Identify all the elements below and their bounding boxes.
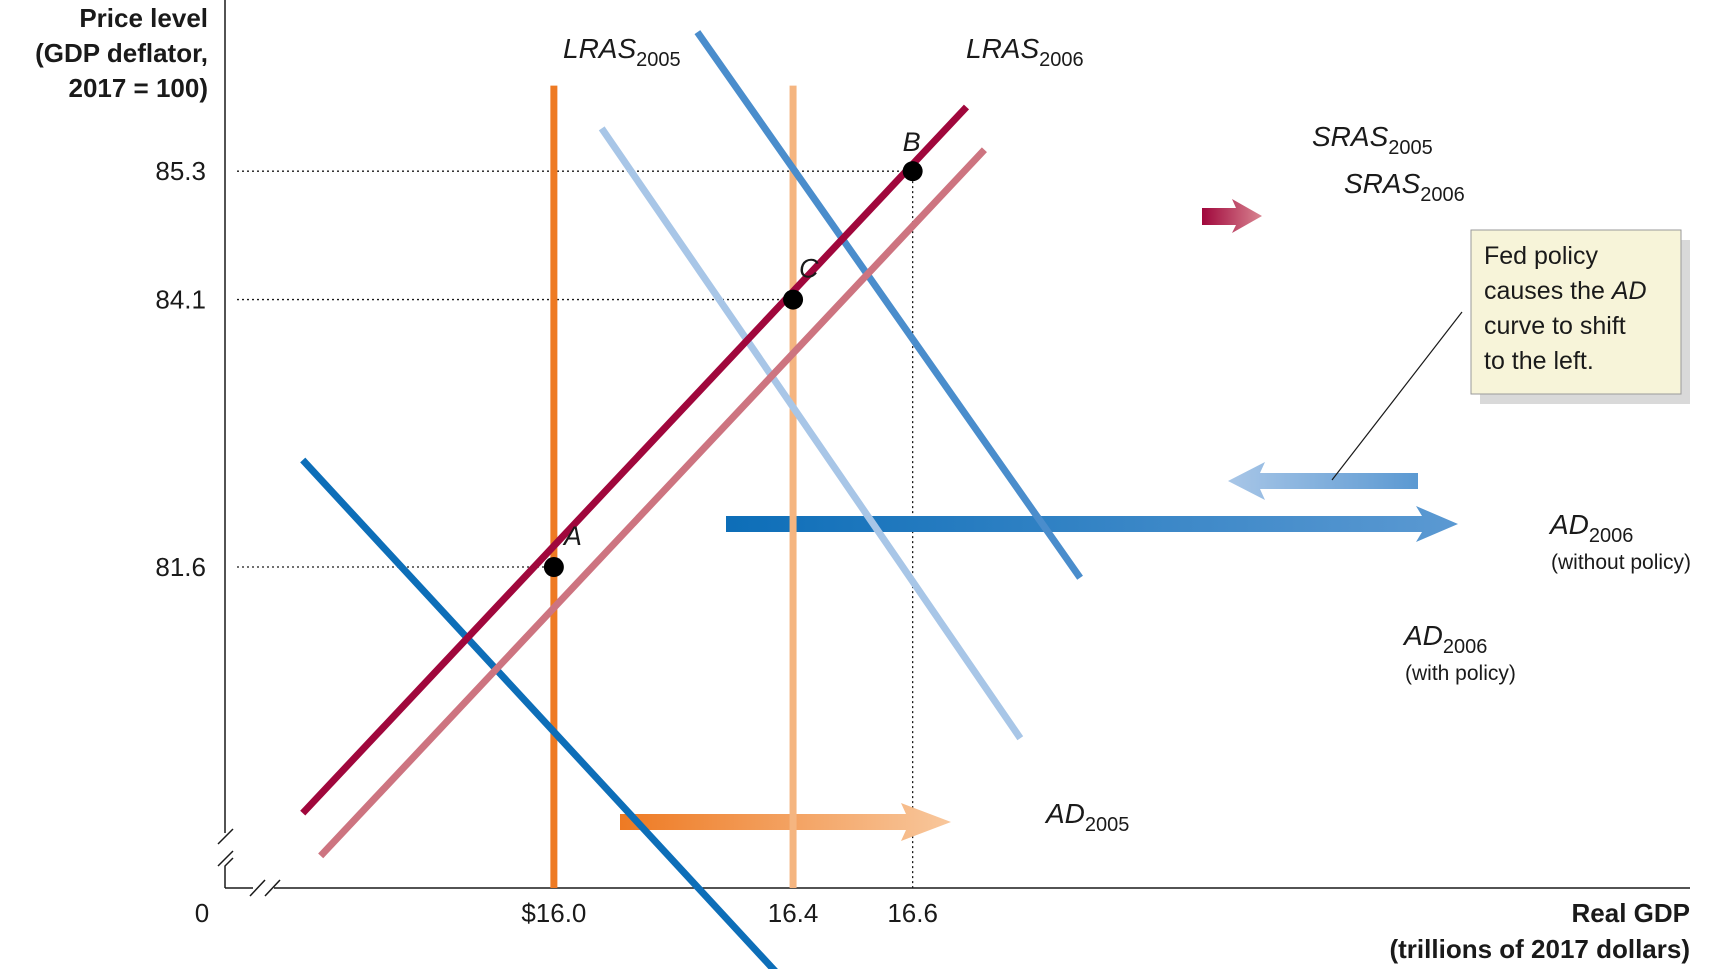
curve-label-ad2006nopolicy-sub: 2006	[1589, 525, 1634, 547]
x-axis-break-mark-2	[264, 879, 281, 897]
curve-ad2006nopolicy	[694, 30, 1083, 580]
callout-line-1: Fed policy	[1484, 242, 1598, 270]
y-axis-lower	[224, 857, 234, 888]
curve-label-sras2005-main: SRAS	[1312, 121, 1389, 152]
curve-label-ad2006policy-main: AD	[1402, 620, 1443, 651]
curve-label-sras2006-sub: 2006	[1420, 184, 1465, 206]
y-tick-labels: 81.6 84.1 85.3	[155, 156, 206, 582]
point-A	[543, 557, 564, 578]
curve-sras2006	[318, 147, 987, 859]
curve-label-ad2005: AD2005	[1044, 798, 1129, 836]
x-axis-break-mark-1	[249, 879, 266, 897]
curve-label-ad2005-main: AD	[1044, 798, 1085, 829]
curve-label-lras2005-sub: 2005	[636, 49, 681, 71]
point-label-A: A	[562, 521, 582, 551]
ad-shift-left-arrow	[1228, 462, 1418, 500]
callout-line-4: to the left.	[1484, 347, 1594, 375]
y-tick-label-85.3: 85.3	[155, 156, 206, 186]
x-tick-labels: $16.0 16.4 16.6	[521, 898, 938, 928]
y-axis-break-mark-1	[217, 828, 234, 845]
x-axis-title: Real GDP (trillions of 2017 dollars)	[1389, 898, 1690, 964]
curves	[300, 30, 1083, 969]
callout-line-2-text: causes the	[1484, 277, 1612, 305]
axes	[217, 0, 1690, 897]
curve-label-sras2006: SRAS2006	[1344, 168, 1465, 206]
curve-label-ad2006nopolicy: AD2006	[1548, 509, 1633, 547]
x-axis-title-line-2: (trillions of 2017 dollars)	[1389, 934, 1690, 964]
curve-ad2006policy	[598, 126, 1024, 741]
curve-label-lras2005-main: LRAS	[563, 33, 636, 64]
curve-label-sras2006-main: SRAS	[1344, 168, 1421, 199]
callout-leader-line	[1331, 311, 1463, 481]
x-tick-label-16.6: 16.6	[887, 898, 938, 928]
curve-label-ad2005-sub: 2005	[1085, 814, 1130, 836]
callout-line-3: curve to shift	[1484, 312, 1626, 340]
y-axis-break-mark-2	[217, 850, 234, 867]
curve-label-lras2006-sub: 2006	[1039, 49, 1084, 71]
point-label-C: C	[799, 254, 819, 284]
curve-label-lras2006: LRAS2006	[966, 33, 1084, 71]
shift-arrows	[620, 199, 1458, 841]
origin-label: 0	[195, 898, 209, 928]
callout-line-2: causes the AD	[1484, 277, 1647, 305]
curve-label-ad2006policy: AD2006	[1402, 620, 1487, 658]
callout-line-2-italic: AD	[1610, 277, 1647, 305]
x-tick-label-16.0: $16.0	[521, 898, 586, 928]
y-tick-label-81.6: 81.6	[155, 552, 206, 582]
x-axis-title-line-1: Real GDP	[1572, 898, 1691, 928]
ad-shift-right-arrow	[726, 506, 1458, 542]
sras-shift-arrow	[1202, 199, 1262, 233]
curve-label-sras2005: SRAS2005	[1312, 121, 1433, 159]
point-B	[902, 161, 923, 182]
curve-label-lras2005: LRAS2005	[563, 33, 681, 71]
y-axis-title-line-1: Price level	[79, 3, 208, 33]
y-tick-label-84.1: 84.1	[155, 285, 206, 315]
curve-label-ad2006nopolicy-main: AD	[1548, 509, 1589, 540]
equilibrium-points: A B C	[543, 127, 923, 578]
point-C	[783, 289, 804, 310]
lras-shift-arrow	[620, 803, 951, 841]
curve-labels: LRAS2005 LRAS2006SRAS2005SRAS2006AD2005AD…	[563, 33, 1691, 836]
x-tick-label-16.4: 16.4	[768, 898, 819, 928]
curve-note-ad2006policy: (with policy)	[1405, 662, 1516, 685]
y-axis-title-line-2: (GDP deflator,	[35, 38, 208, 68]
fed-policy-callout: Fed policy causes the AD curve to shift …	[1331, 229, 1690, 481]
curve-note-ad2006nopolicy: (without policy)	[1551, 551, 1691, 574]
y-axis-title: Price level (GDP deflator, 2017 = 100)	[35, 3, 208, 103]
curve-label-lras2006-main: LRAS	[966, 33, 1039, 64]
y-axis-title-line-3: 2017 = 100)	[68, 73, 208, 103]
point-label-B: B	[903, 127, 921, 157]
curve-label-sras2005-sub: 2005	[1388, 137, 1433, 159]
curve-ad2005	[300, 457, 778, 969]
callout-box	[1470, 229, 1682, 395]
curve-label-ad2006policy-sub: 2006	[1443, 636, 1488, 658]
curve-sras2005	[300, 104, 970, 816]
